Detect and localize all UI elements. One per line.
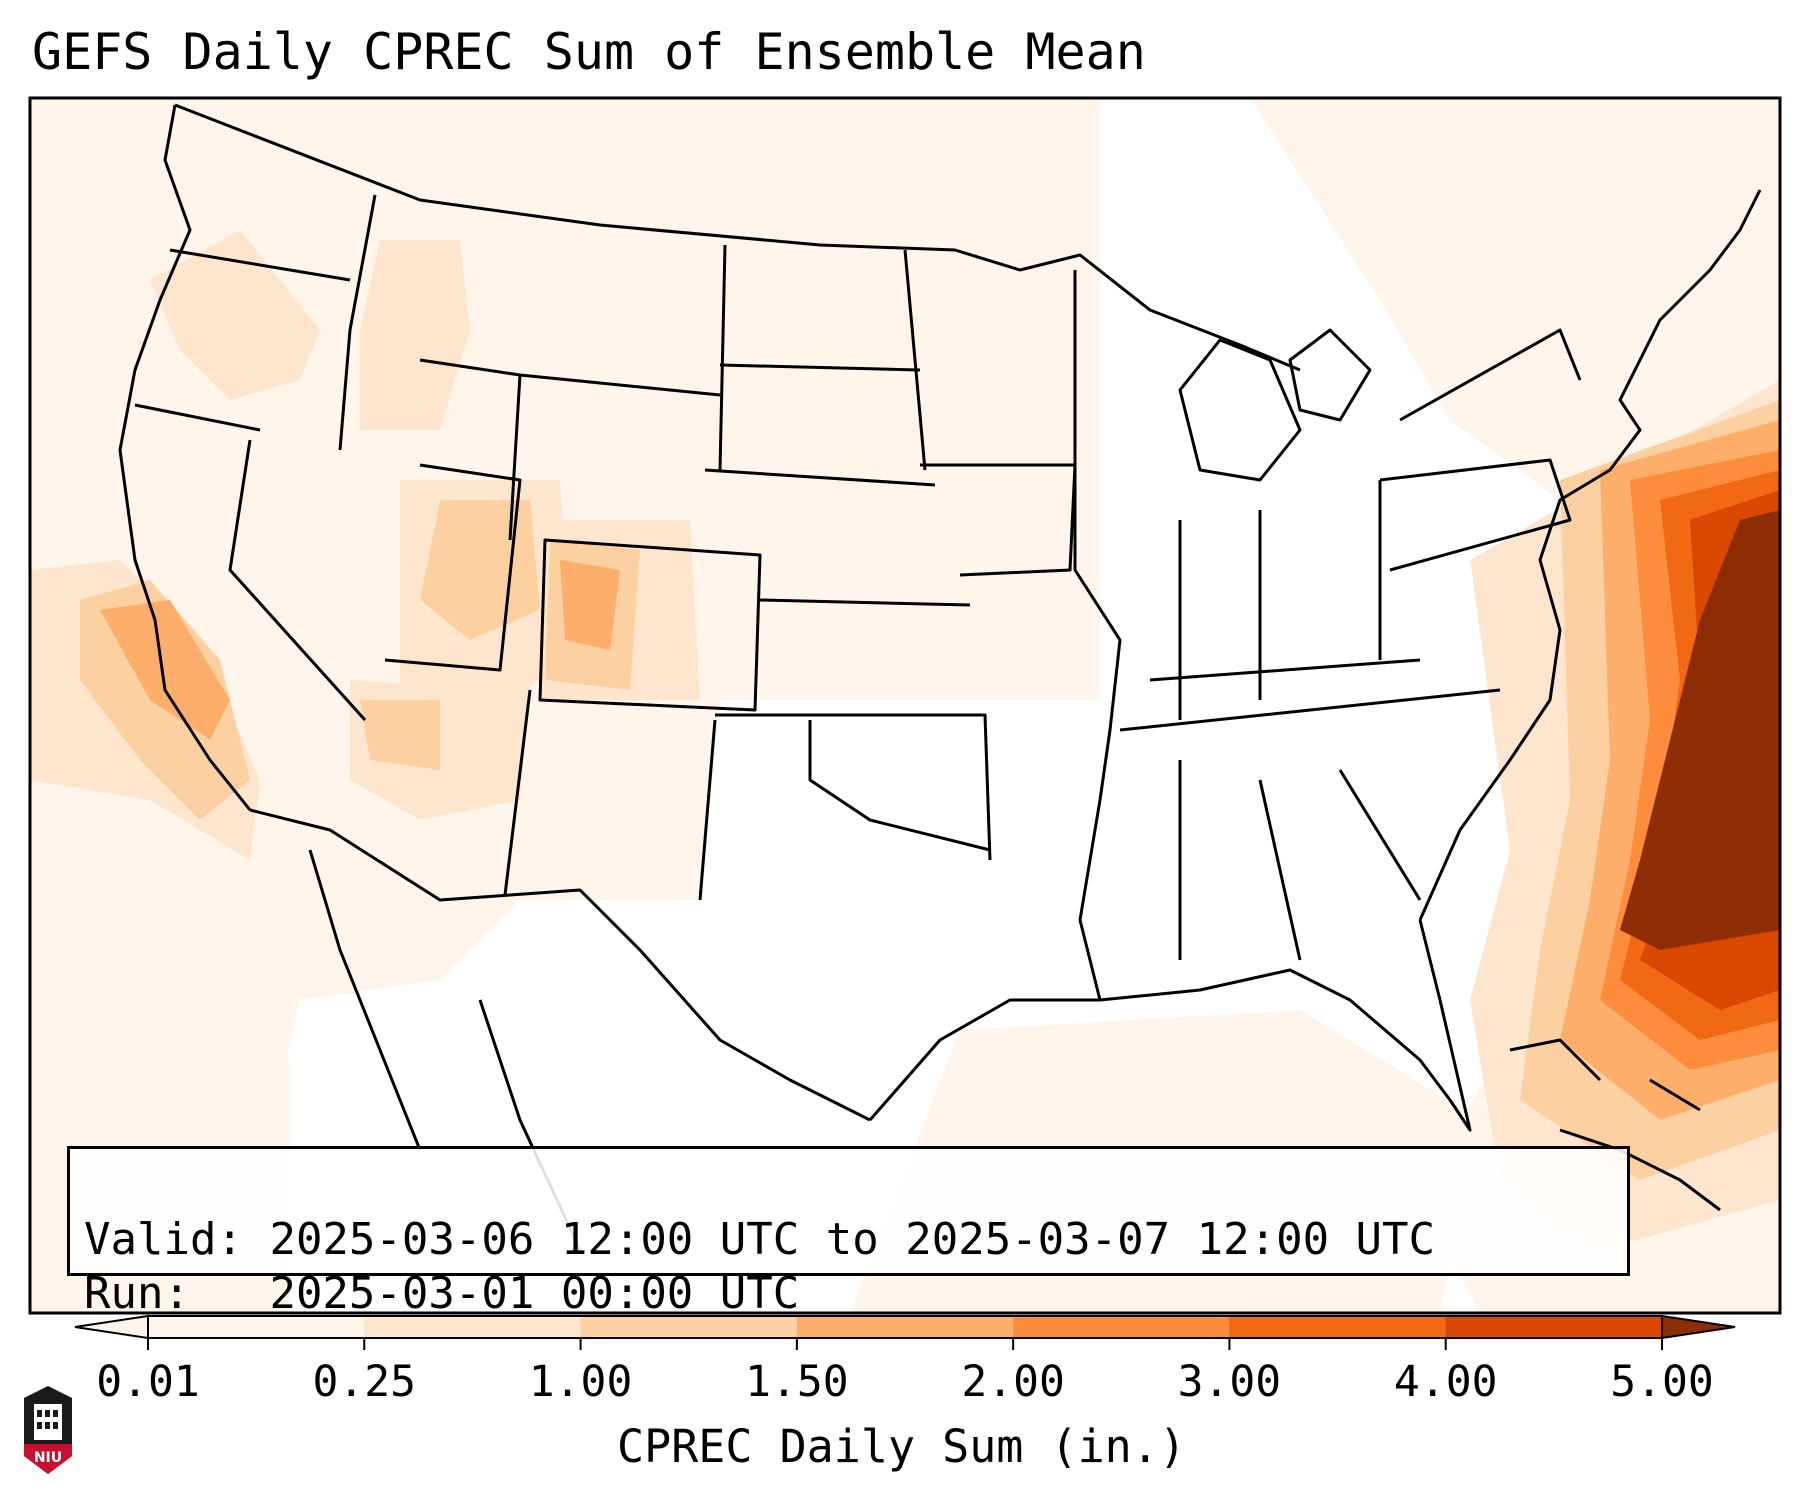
colorbar [74, 1315, 1736, 1350]
run-value: 2025-03-01 00:00 UTC [269, 1268, 800, 1319]
niu-logo: NIU [24, 1386, 72, 1474]
state-mississippi-river [1073, 270, 1122, 1001]
state-ohio-valley [1178, 480, 1382, 720]
state-pennsylvania-ny [1379, 328, 1582, 572]
state-arizona-east [503, 689, 532, 896]
colorbar-label: CPREC Daily Sum (in.) [617, 1420, 1186, 1473]
state-wyoming [508, 374, 522, 541]
state-idaho-west [338, 194, 377, 451]
run-line: Run: 2025-03-01 00:00 UTC [84, 1267, 1613, 1321]
colorbar-segment [580, 1316, 798, 1338]
state-ca-north [134, 403, 261, 432]
state-southeast [1178, 760, 1422, 961]
state-texas-north [808, 720, 991, 852]
colorbar-extend-left [75, 1316, 148, 1338]
precip-area-central-california [100, 600, 230, 740]
state-tennessee-kentucky [1119, 658, 1501, 732]
colorbar-tick-label: 2.00 [961, 1357, 1065, 1407]
valid-run-box: Valid: 2025-03-06 12:00 UTC to 2025-03-0… [67, 1146, 1630, 1319]
colorbar-tick-label: 0.25 [312, 1357, 417, 1407]
precip-area-idaho [360, 240, 470, 430]
state-minnesota [903, 249, 927, 471]
colorbar-extend-right [1662, 1316, 1735, 1338]
state-dakotas [718, 244, 921, 471]
map-frame [28, 96, 1782, 1315]
precip-area-atlantic-core [1620, 510, 1780, 950]
valid-label: Valid: [84, 1214, 243, 1265]
colorbar-tick-label: 1.00 [528, 1357, 633, 1407]
colorbar-segment [1013, 1316, 1230, 1338]
precip-area-pnw [150, 230, 320, 400]
state-iowa-missouri [920, 463, 1077, 577]
cuba-bahamas [1509, 1038, 1721, 1212]
us-canada-border [174, 103, 1301, 372]
colorbar-tick-label: 1.50 [745, 1357, 849, 1407]
map-title: GEFS Daily CPREC Sum of Ensemble Mean [32, 23, 1146, 81]
boundaries [118, 103, 1762, 1251]
logo-text: NIU [34, 1450, 62, 1466]
valid-line: Valid: 2025-03-06 12:00 UTC to 2025-03-0… [84, 1213, 1613, 1267]
colorbar-tick-label: 3.00 [1177, 1357, 1282, 1407]
precip-area-western-colorado [560, 560, 620, 650]
colorbar-segment [364, 1316, 582, 1338]
state-colorado [538, 538, 762, 712]
colorbar-segment [796, 1316, 1014, 1338]
state-oregon-north [169, 248, 351, 282]
colorbar-segment [1229, 1316, 1447, 1338]
atlantic-coast [1418, 189, 1762, 921]
state-nebraska-kansas [704, 468, 971, 607]
colorbar-segment [1445, 1316, 1663, 1338]
gulf-coast [868, 919, 1472, 1132]
run-label: Run: [84, 1268, 190, 1319]
state-oklahoma [715, 713, 992, 861]
colorbar-tick-label: 0.01 [96, 1357, 200, 1407]
colorbar-segment [148, 1316, 365, 1338]
state-new-mexico-east [698, 719, 717, 901]
great-lakes [1178, 328, 1372, 482]
us-mexico-border [249, 808, 871, 1122]
colorbar-tick-label: 5.00 [1610, 1357, 1714, 1407]
colorbar-tick-label: 4.00 [1393, 1357, 1498, 1407]
us-west-coast [118, 104, 252, 811]
valid-value: 2025-03-06 12:00 UTC to 2025-03-07 12:00… [269, 1214, 1436, 1265]
state-utah [384, 463, 522, 672]
precip-area-west-light [30, 98, 1100, 1313]
state-nevada-east [228, 439, 367, 722]
precip-area-arizona-mid [360, 700, 440, 770]
